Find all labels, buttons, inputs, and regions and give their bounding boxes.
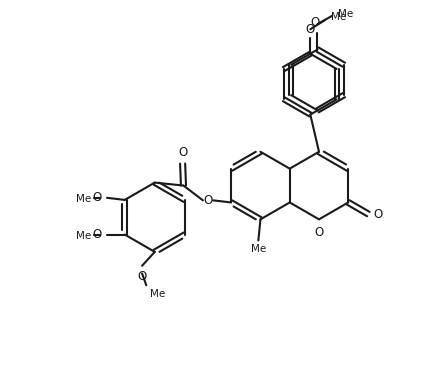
Text: O: O bbox=[374, 208, 383, 220]
Text: Me: Me bbox=[150, 289, 165, 299]
Text: O: O bbox=[178, 146, 187, 159]
Text: O: O bbox=[315, 226, 324, 239]
Text: O: O bbox=[93, 191, 102, 204]
Text: O: O bbox=[137, 270, 147, 283]
Text: Me: Me bbox=[76, 194, 91, 204]
Text: O: O bbox=[93, 228, 102, 241]
Text: O: O bbox=[203, 194, 213, 207]
Text: O: O bbox=[306, 23, 315, 36]
Text: Me: Me bbox=[251, 244, 266, 254]
Text: Me: Me bbox=[330, 12, 346, 23]
Text: Me: Me bbox=[338, 9, 353, 19]
Text: O: O bbox=[311, 16, 320, 29]
Text: Me: Me bbox=[76, 231, 91, 241]
